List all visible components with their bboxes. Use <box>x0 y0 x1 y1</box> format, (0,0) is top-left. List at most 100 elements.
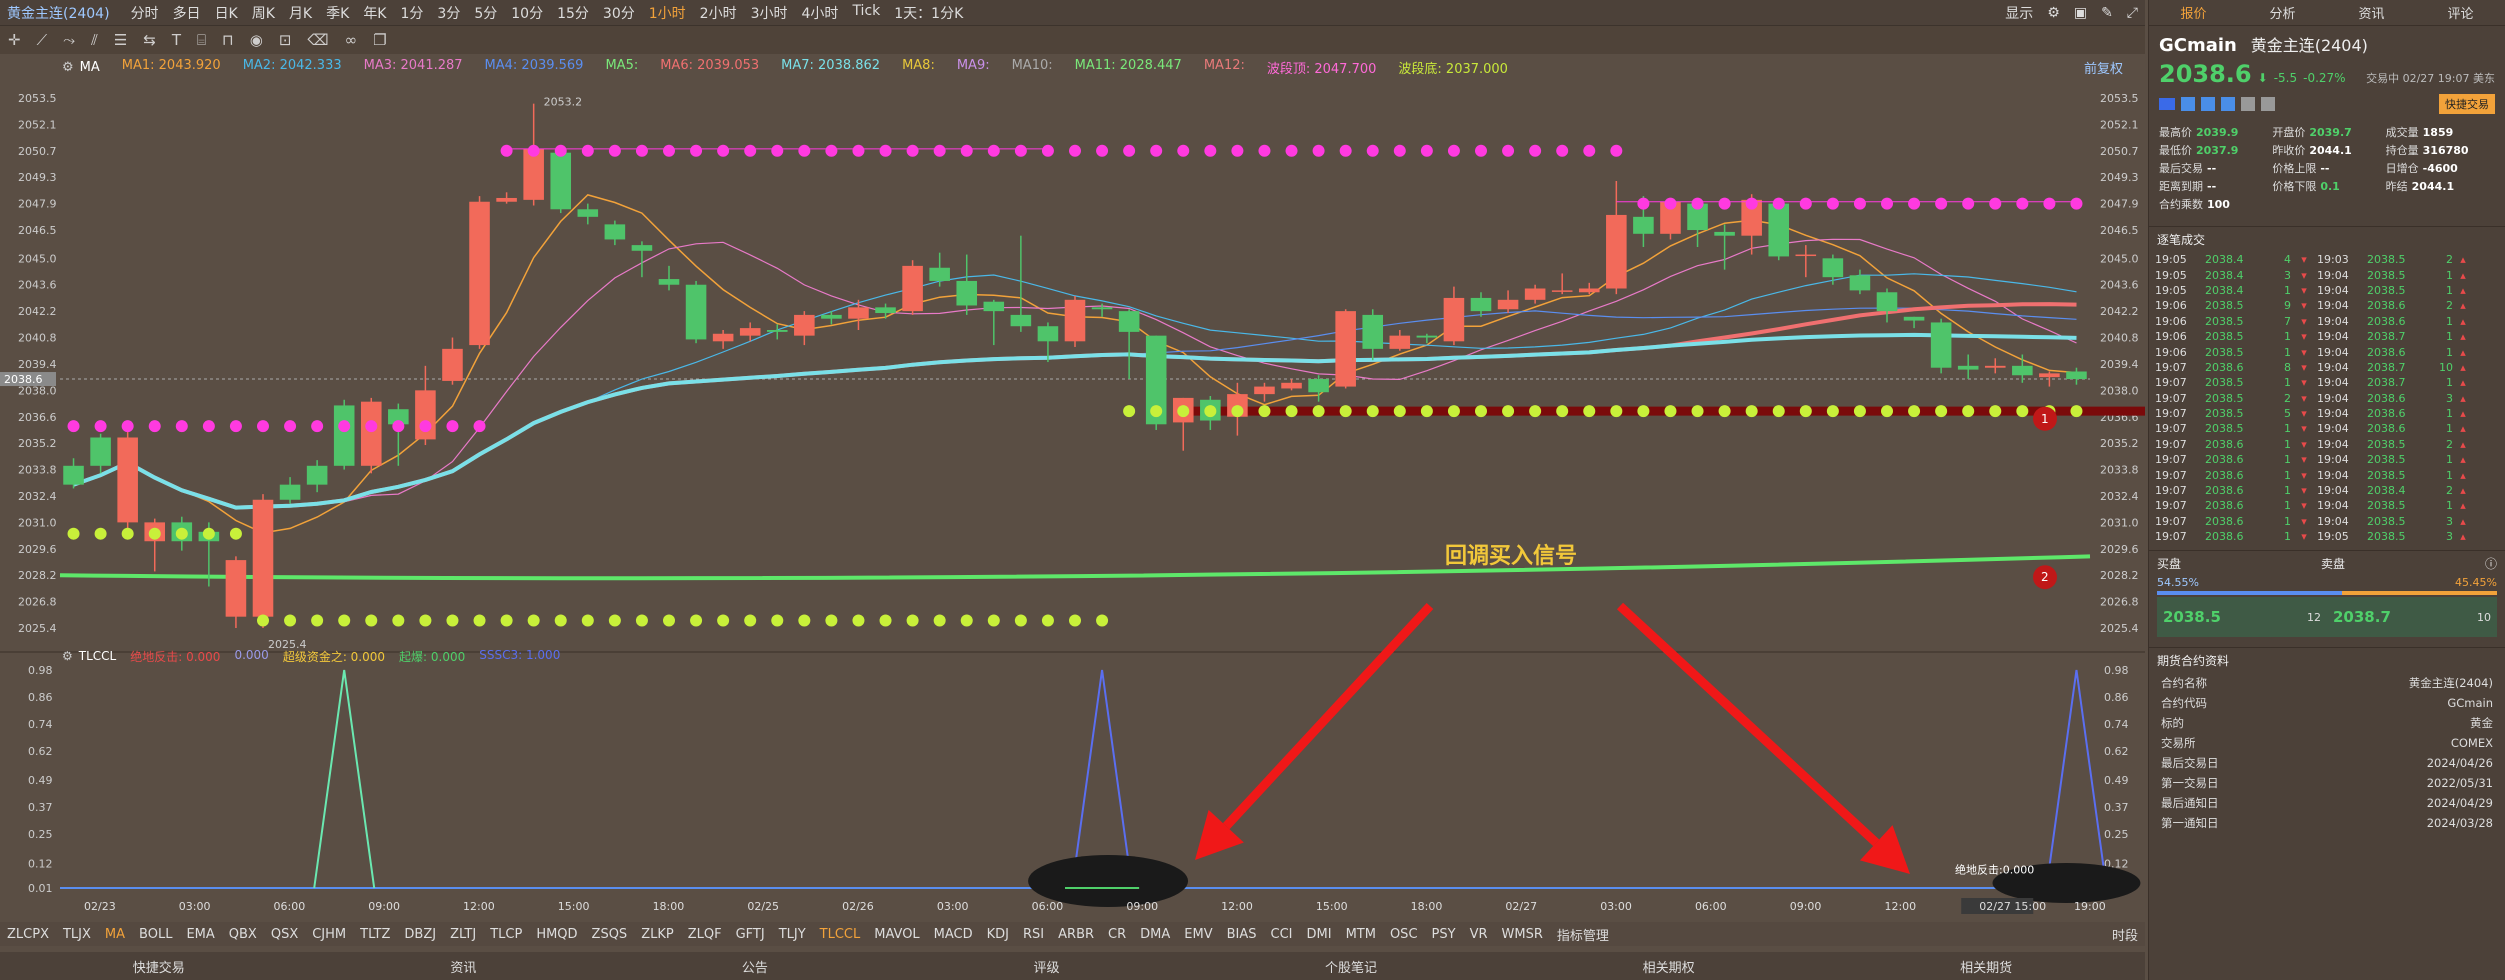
indicator-tab[interactable]: KDJ <box>986 926 1010 942</box>
period-tab[interactable]: 季K <box>326 5 350 22</box>
indicator-name[interactable]: TLCCL <box>78 649 117 663</box>
marker-badge[interactable] <box>2033 406 2057 431</box>
indicator-tab[interactable]: HMQD <box>536 926 578 942</box>
period-tab[interactable]: 15分 <box>557 5 589 22</box>
period-tab[interactable]: 4小时 <box>801 5 839 22</box>
indicator-tab[interactable]: VR <box>1469 926 1488 942</box>
indicator-tab[interactable]: DBZJ <box>404 926 437 942</box>
magnet-icon[interactable]: ⊓ <box>222 31 234 49</box>
ma-label[interactable]: MA <box>79 59 100 75</box>
indicator-tab[interactable]: TLJX <box>62 926 91 942</box>
indicator-tab[interactable]: QSX <box>270 926 299 942</box>
indicator-tab[interactable]: GFTJ <box>735 926 765 942</box>
lock-icon[interactable]: ⊡ <box>278 31 292 49</box>
period-tab[interactable]: 5分 <box>474 5 498 22</box>
period-tab[interactable]: 30分 <box>602 5 635 22</box>
footer-tab[interactable]: 相关期货 <box>1960 960 2013 976</box>
footer-tab[interactable]: 快捷交易 <box>132 960 185 976</box>
period-tab[interactable]: 周K <box>251 5 275 22</box>
period-tab[interactable]: 日K <box>214 5 238 22</box>
indicator-tab[interactable]: DMA <box>1140 926 1171 942</box>
session-button[interactable]: 时段 <box>2111 928 2138 944</box>
indicator-tab[interactable]: MTM <box>1345 926 1376 942</box>
settings-icon[interactable]: ⚙ <box>62 59 74 75</box>
period-tab[interactable]: 月K <box>288 5 313 22</box>
indicator-tab[interactable]: PSY <box>1431 926 1456 942</box>
indicator-tab[interactable]: EMA <box>186 926 215 942</box>
tool-icon[interactable] <box>2241 97 2255 111</box>
footer-tab[interactable]: 个股笔记 <box>1325 960 1378 976</box>
crosshair-icon[interactable]: ✛ <box>8 31 21 49</box>
period-tab[interactable]: 年K <box>363 5 387 22</box>
trash-icon[interactable]: ⌫ <box>307 31 329 49</box>
indicator-tab[interactable]: BOLL <box>139 926 173 942</box>
indicator-tab[interactable]: CCI <box>1270 926 1293 942</box>
pen-icon[interactable]: ✎ <box>2101 4 2113 21</box>
footer-tab[interactable]: 资讯 <box>450 960 477 976</box>
footer-tab[interactable]: 评级 <box>1033 960 1060 976</box>
footer-tab[interactable]: 相关期权 <box>1642 960 1695 976</box>
marker-badge[interactable] <box>2033 565 2057 590</box>
gear-icon[interactable]: ⚙ <box>2047 4 2060 21</box>
panel-tab[interactable]: 评论 <box>2447 7 2474 22</box>
period-tab[interactable]: Tick <box>852 2 881 19</box>
indicator-tab[interactable]: ZSQS <box>591 926 628 942</box>
period-tab[interactable]: 多日 <box>172 5 201 22</box>
info-icon[interactable]: ⓘ <box>2484 557 2497 572</box>
period-tab[interactable]: 1分 <box>400 5 424 22</box>
period-tab[interactable]: 分时 <box>130 5 159 22</box>
indicator-tab[interactable]: TLCCL <box>819 926 861 942</box>
ray-icon[interactable]: ⤳ <box>63 31 76 49</box>
text-icon[interactable]: T <box>171 31 182 49</box>
link-icon[interactable]: ∞ <box>344 31 358 49</box>
copy-icon[interactable]: ❐ <box>373 31 387 49</box>
indicator-tab[interactable]: 指标管理 <box>1556 928 1609 944</box>
symbol-title[interactable]: 黄金主连(2404) <box>7 5 110 22</box>
panel-tab[interactable]: 资讯 <box>2358 7 2385 22</box>
indicator-tab[interactable]: RSI <box>1023 926 1045 942</box>
arrow-icon[interactable]: ⇆ <box>143 31 156 49</box>
period-tab[interactable]: 2小时 <box>699 5 737 22</box>
price-chart[interactable]: 2053.5 2053.5 2052.1 2052.1 2050.7 2050.7 2049… <box>0 56 2145 936</box>
tool-icon[interactable] <box>2201 97 2215 111</box>
period-tab[interactable]: 3小时 <box>750 5 788 22</box>
indicator-tab[interactable]: EMV <box>1184 926 1213 942</box>
adjust-label[interactable]: 前复权 <box>2083 61 2123 77</box>
indicator-tab[interactable]: ARBR <box>1058 926 1095 942</box>
indicator-tab[interactable]: CJHM <box>312 926 347 942</box>
indicator-tab[interactable]: ZLTJ <box>450 926 477 942</box>
indicator-tab[interactable]: BIAS <box>1226 926 1257 942</box>
fib-icon[interactable]: ☰ <box>113 31 128 49</box>
panel-tab[interactable]: 报价 <box>2180 7 2207 22</box>
indicator-tab[interactable]: QBX <box>228 926 257 942</box>
eye-icon[interactable]: ◉ <box>249 31 263 49</box>
ruler-icon[interactable]: ⌸ <box>197 31 207 49</box>
settings-icon[interactable]: ⚙ <box>62 649 73 663</box>
period-tab[interactable]: 3分 <box>437 5 461 22</box>
indicator-tab[interactable]: ZLCPX <box>7 926 49 942</box>
indicator-tab[interactable]: MAVOL <box>874 926 920 942</box>
period-tab[interactable]: 10分 <box>511 5 544 22</box>
tool-icon[interactable] <box>2221 97 2235 111</box>
period-tab[interactable]: 1小时 <box>648 5 686 22</box>
tool-icon[interactable] <box>2261 97 2275 111</box>
indicator-tab[interactable]: WMSR <box>1501 926 1543 942</box>
indicator-tab[interactable]: TLCP <box>490 926 523 942</box>
indicator-tab[interactable]: MA <box>104 926 126 942</box>
display-button[interactable]: 显示 <box>2005 5 2034 22</box>
bid-cell[interactable]: 2038.5 12 <box>2157 597 2327 638</box>
period-tab[interactable]: 1天：1分K <box>894 5 964 22</box>
footer-tab[interactable]: 公告 <box>741 960 768 976</box>
indicator-tab[interactable]: ZLKP <box>641 926 674 942</box>
fullscreen-icon[interactable]: ⤢ <box>2126 4 2138 21</box>
indicator-tab[interactable]: DMI <box>1306 926 1332 942</box>
indicator-tab[interactable]: ZLQF <box>687 926 722 942</box>
panel-tab[interactable]: 分析 <box>2269 7 2296 22</box>
indicator-tab[interactable]: CR <box>1108 926 1127 942</box>
indicator-tab[interactable]: TLTZ <box>360 926 391 942</box>
tool-icon[interactable] <box>2181 97 2195 111</box>
indicator-tab[interactable]: MACD <box>933 926 973 942</box>
line-icon[interactable]: ⟋ <box>36 31 48 49</box>
indicator-tab[interactable]: OSC <box>1389 926 1418 942</box>
quick-trade-button[interactable]: 快捷交易 <box>2439 94 2495 114</box>
